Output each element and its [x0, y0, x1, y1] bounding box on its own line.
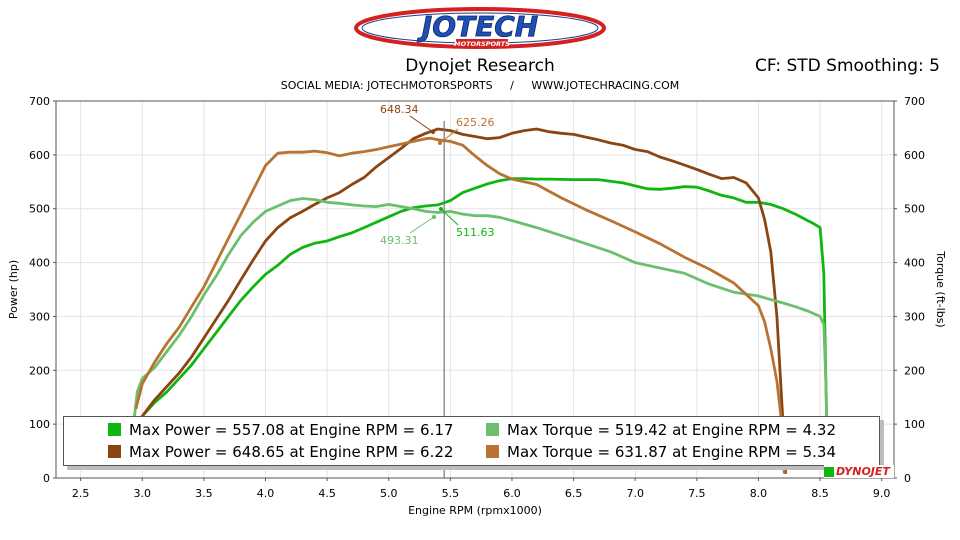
series-line-1	[132, 177, 829, 475]
annotation-label: 648.34	[380, 103, 419, 116]
x-tick-label: 4.0	[257, 487, 275, 500]
legend: Max Power = 557.08 at Engine RPM = 6.17 M…	[63, 416, 880, 466]
y2-tick-label: 400	[904, 257, 925, 270]
x-tick-label: 9.0	[873, 487, 891, 500]
annotation-arrow	[409, 216, 435, 234]
annotation-point	[439, 207, 443, 211]
y-axis-ticks: 0 100 200 300 400 500 600 700	[29, 95, 56, 485]
y2-axis-label: Torque (ft-lbs)	[934, 250, 947, 327]
annotation-label: 493.31	[380, 234, 419, 247]
y-tick-label: 500	[29, 203, 50, 216]
y-tick-label: 200	[29, 364, 50, 377]
x-tick-label: 6.0	[503, 487, 521, 500]
legend-text: Max Power = 648.65 at Engine RPM = 6.22	[129, 443, 454, 461]
y2-tick-label: 0	[904, 472, 911, 485]
x-axis-label: Engine RPM (rpmx1000)	[408, 504, 542, 517]
series-line-2	[134, 127, 787, 475]
logo-text: JOTECH	[417, 10, 538, 43]
y-axis-label: Power (hp)	[7, 260, 20, 319]
x-tick-label: 5.0	[380, 487, 398, 500]
legend-swatch	[486, 422, 499, 436]
x-tick-label: 2.5	[72, 487, 90, 500]
dynojet-badge: DYNOJET	[824, 465, 894, 478]
annotation-point	[432, 215, 436, 219]
annotation-label: 511.63	[456, 226, 495, 239]
y2-tick-label: 300	[904, 310, 925, 323]
y-tick-label: 300	[29, 310, 50, 323]
y-tick-label: 400	[29, 257, 50, 270]
y2-tick-label: 100	[904, 418, 925, 431]
logo-subtext: MOTORSPORTS	[454, 40, 510, 48]
y2-axis-ticks: 0 100 200 300 400 500 600 700	[894, 95, 925, 485]
annotation-point	[431, 130, 435, 134]
jotech-logo: JOTECH MOTORSPORTS	[354, 7, 606, 49]
chart-title: Dynojet Research	[405, 56, 555, 76]
x-tick-label: 3.0	[134, 487, 152, 500]
correction-factor-label: CF: STD Smoothing: 5	[755, 56, 940, 76]
legend-item: Max Torque = 631.87 at Engine RPM = 5.34	[486, 441, 836, 463]
legend-item: Max Power = 557.08 at Engine RPM = 6.17	[108, 419, 453, 441]
legend-swatch	[486, 444, 499, 458]
legend-text: Max Torque = 631.87 at Engine RPM = 5.34	[507, 443, 837, 461]
x-tick-label: 7.5	[688, 487, 706, 500]
annotation-arrow	[440, 208, 459, 226]
series-lines	[132, 127, 829, 475]
x-tick-label: 6.5	[565, 487, 583, 500]
annotation-point	[438, 141, 442, 145]
legend-swatch	[108, 444, 121, 458]
x-axis-ticks: 2.5 3.0 3.5 4.0 4.5 5.0 5.5 6.0 6.5 7.0 7.5 8.0 8.5 9…	[72, 478, 891, 500]
x-tick-label: 5.5	[442, 487, 460, 500]
legend-text: Max Torque = 519.42 at Engine RPM = 4.32	[507, 421, 837, 439]
plot-frame	[55, 100, 895, 479]
annotation-arrow	[439, 128, 459, 144]
x-tick-label: 4.5	[318, 487, 336, 500]
social-media-line: SOCIAL MEDIA: JOTECHMOTORSPORTS / WWW.JO…	[280, 79, 680, 92]
peak-annotations: 648.34 625.26 493.31 511.63	[380, 103, 495, 247]
y-tick-label: 600	[29, 149, 50, 162]
y2-tick-label: 200	[904, 364, 925, 377]
dynojet-badge-text: DYNOJET	[836, 465, 890, 478]
series-line-4	[134, 136, 786, 475]
x-tick-label: 8.5	[811, 487, 829, 500]
annotation-arrow	[409, 115, 434, 133]
legend-swatch	[108, 422, 121, 436]
series-line-3	[132, 197, 829, 475]
y2-tick-label: 500	[904, 203, 925, 216]
y-tick-label: 0	[43, 472, 50, 485]
annotation-label: 625.26	[456, 116, 495, 129]
x-tick-label: 3.5	[195, 487, 213, 500]
y2-tick-label: 600	[904, 149, 925, 162]
y-tick-label: 100	[29, 418, 50, 431]
legend-text: Max Power = 557.08 at Engine RPM = 6.17	[129, 421, 454, 439]
x-tick-label: 7.0	[626, 487, 644, 500]
legend-item: Max Torque = 519.42 at Engine RPM = 4.32	[486, 419, 836, 441]
y2-tick-label: 700	[904, 95, 925, 108]
y-tick-label: 700	[29, 95, 50, 108]
legend-item: Max Power = 648.65 at Engine RPM = 6.22	[108, 441, 453, 463]
x-tick-label: 8.0	[750, 487, 768, 500]
